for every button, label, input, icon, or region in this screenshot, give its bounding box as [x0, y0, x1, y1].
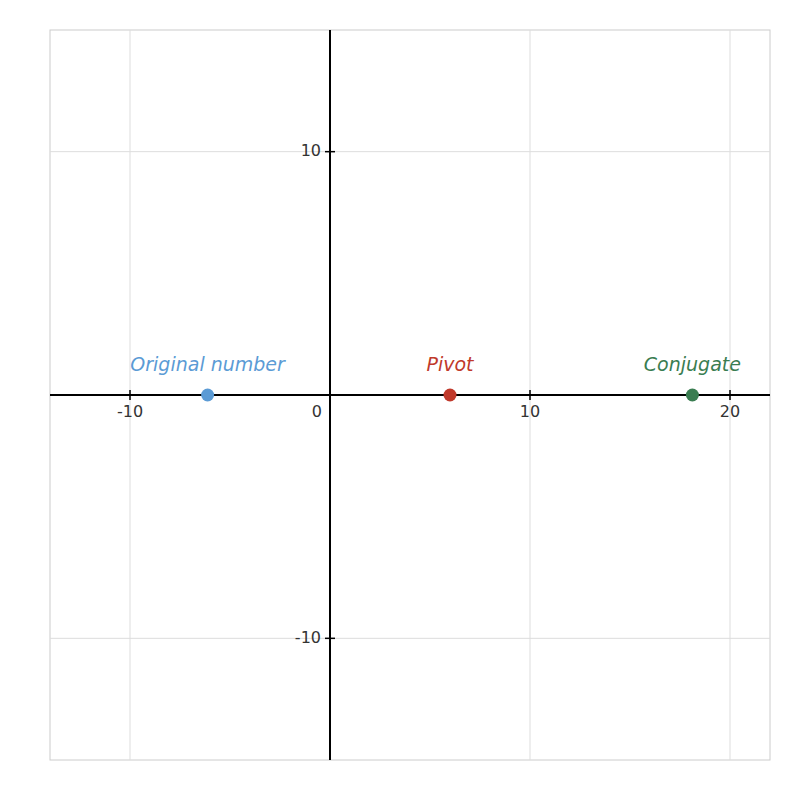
grid-line-y	[50, 151, 770, 152]
x-axis-line	[50, 394, 770, 396]
y-tick	[325, 638, 335, 640]
plot-frame	[50, 30, 770, 760]
chart-container: -10 0 10 20 -10 10 Original number Pivot Conjuga…	[0, 0, 800, 800]
grid-line-y	[50, 638, 770, 639]
x-tick	[329, 390, 331, 400]
grid-line-x	[330, 30, 331, 760]
grid-line-x	[130, 30, 131, 760]
x-tick	[729, 390, 731, 400]
point-label: Conjugate	[644, 353, 741, 375]
point-label: Pivot	[426, 353, 475, 375]
point	[201, 389, 214, 402]
x-tick-label: 10	[520, 402, 540, 421]
points-group	[201, 389, 699, 402]
y-axis-line	[329, 30, 331, 760]
y-tick-label: -10	[295, 628, 321, 647]
x-tick	[529, 390, 531, 400]
x-tick-label: -10	[117, 402, 143, 421]
point	[444, 389, 457, 402]
point	[686, 389, 699, 402]
x-tick-label: 20	[720, 402, 740, 421]
x-tick	[129, 390, 131, 400]
chart-svg: -10 0 10 20 -10 10 Original number Pivot Conjuga…	[0, 0, 800, 800]
grid-line-x	[730, 30, 731, 760]
x-tick-label: 0	[312, 402, 322, 421]
y-tick	[325, 151, 335, 153]
point-label: Original number	[130, 353, 286, 375]
grid-line-x	[530, 30, 531, 760]
y-tick-label: 10	[301, 141, 321, 160]
